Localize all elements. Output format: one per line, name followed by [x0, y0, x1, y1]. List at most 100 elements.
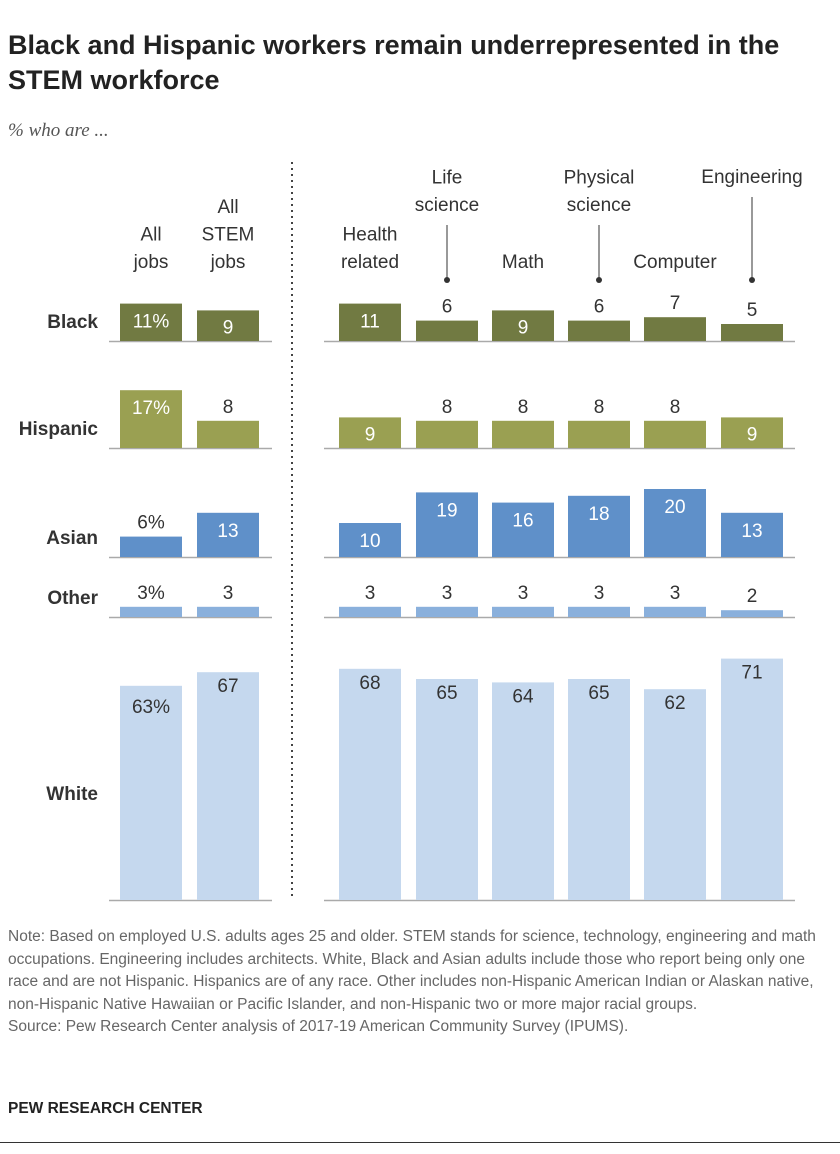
data-label: 3	[594, 583, 605, 604]
bar-white	[568, 679, 630, 900]
row-label-asian: Asian	[46, 528, 98, 549]
data-label: 63%	[132, 697, 170, 718]
bar-asian	[120, 536, 182, 557]
data-label: 3	[518, 583, 529, 604]
bar-hispanic	[568, 420, 630, 448]
bar-other	[492, 606, 554, 617]
category-label: Physical	[564, 168, 635, 189]
data-label: 65	[436, 683, 457, 704]
bar-hispanic	[120, 390, 182, 448]
leader-dot	[596, 277, 602, 283]
bar-chart: All jobs All STEM jobs Health related Life scien…	[19, 162, 803, 902]
bar-black	[492, 310, 554, 341]
category-label: Computer	[633, 252, 717, 273]
bar-asian	[416, 492, 478, 557]
data-label: 9	[518, 318, 529, 339]
data-label: 13	[741, 521, 762, 542]
data-label: 3	[670, 583, 681, 604]
bar-hispanic	[197, 420, 259, 448]
bottom-rule	[0, 1142, 840, 1143]
bar-other	[339, 606, 401, 617]
data-label: 8	[518, 397, 529, 418]
category-label: Life	[432, 168, 463, 189]
bar-white	[644, 689, 706, 900]
data-label: 2	[747, 586, 758, 607]
bar-black	[721, 324, 783, 341]
data-label: 8	[670, 397, 681, 418]
bar-asian	[339, 523, 401, 557]
category-label: All	[217, 197, 238, 218]
data-label: 3	[223, 583, 234, 604]
data-label: 6%	[137, 513, 165, 534]
bar-hispanic	[416, 420, 478, 448]
category-label: Health	[343, 225, 398, 246]
bar-black	[644, 317, 706, 341]
bar-asian	[568, 495, 630, 557]
row-label-white: White	[46, 784, 98, 805]
bar-white	[120, 685, 182, 900]
bar-white	[492, 682, 554, 900]
leader-dot	[444, 277, 450, 283]
chart-note: Note: Based on employed U.S. adults ages…	[8, 926, 838, 1039]
data-label: 11%	[133, 312, 170, 333]
bar-white	[197, 672, 259, 900]
bar-black	[568, 320, 630, 341]
bar-hispanic	[721, 417, 783, 448]
data-label: 65	[588, 683, 609, 704]
data-label: 13	[217, 521, 238, 542]
bar-white	[721, 658, 783, 900]
bar-other	[568, 606, 630, 617]
bar-asian	[492, 502, 554, 557]
bar-other	[197, 606, 259, 617]
bar-hispanic	[492, 420, 554, 448]
chart-subtitle: % who are ...	[8, 120, 109, 141]
data-label: 8	[442, 397, 453, 418]
data-label: 7	[670, 293, 681, 314]
bar-black	[339, 303, 401, 341]
category-label: science	[415, 195, 479, 216]
bar-black	[416, 320, 478, 341]
category-label: jobs	[210, 252, 246, 273]
bar-black	[197, 310, 259, 341]
data-label: 11	[360, 312, 380, 333]
bar-other	[721, 610, 783, 617]
data-label: 18	[588, 504, 609, 525]
category-label: Engineering	[701, 167, 802, 188]
bar-asian	[197, 512, 259, 557]
data-label: 71	[741, 663, 762, 684]
data-label: 3	[365, 583, 376, 604]
data-label: 20	[664, 497, 685, 518]
data-label: 19	[436, 500, 457, 521]
row-label-hispanic: Hispanic	[19, 419, 99, 440]
source-text: Source: Pew Research Center analysis of …	[8, 1018, 629, 1035]
data-label: 8	[223, 397, 234, 418]
data-label: 6	[594, 297, 605, 318]
bar-white	[339, 668, 401, 900]
bar-other	[644, 606, 706, 617]
data-label: 9	[365, 425, 376, 446]
data-label: 64	[512, 686, 534, 707]
bar-asian	[644, 489, 706, 557]
bar-hispanic	[644, 420, 706, 448]
bar-other	[120, 606, 182, 617]
data-label: 62	[664, 693, 685, 714]
category-label: science	[567, 195, 631, 216]
bar-hispanic	[339, 417, 401, 448]
chart-title: Black and Hispanic workers remain underr…	[8, 30, 780, 95]
leader-dot	[749, 277, 755, 283]
category-label: STEM	[202, 225, 255, 246]
data-label: 10	[359, 531, 380, 552]
data-label: 3	[442, 583, 453, 604]
data-label: 67	[217, 676, 238, 697]
data-label: 17%	[132, 398, 170, 419]
category-label: Math	[502, 252, 544, 273]
bar-black	[120, 303, 182, 341]
bar-white	[416, 679, 478, 900]
note-text: Note: Based on employed U.S. adults ages…	[8, 928, 816, 1013]
category-label: related	[341, 252, 399, 273]
brand-logo-text: PEW RESEARCH CENTER	[8, 1100, 203, 1117]
category-label: jobs	[133, 252, 169, 273]
data-label: 8	[594, 397, 605, 418]
data-label: 6	[442, 297, 453, 318]
